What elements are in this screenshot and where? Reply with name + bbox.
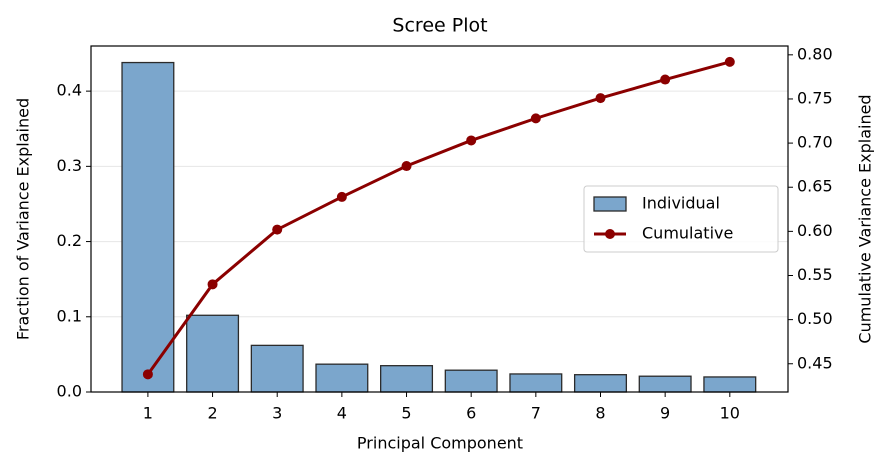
x-tick-label: 9 <box>660 404 670 423</box>
legend-label: Individual <box>642 194 720 213</box>
y2-tick-label: 0.60 <box>797 221 833 240</box>
y-tick-label: 0.2 <box>57 231 82 250</box>
legend-swatch <box>593 196 627 212</box>
y-tick-label: 0.3 <box>57 156 82 175</box>
x-tick-label: 1 <box>143 404 153 423</box>
point <box>336 191 347 202</box>
point <box>272 224 283 235</box>
x-tick-label: 10 <box>720 404 740 423</box>
bar <box>509 373 563 393</box>
bar <box>250 344 304 393</box>
bar <box>444 369 498 393</box>
bar <box>121 61 175 393</box>
chart-title: Scree Plot <box>392 15 487 37</box>
point <box>142 369 153 380</box>
line <box>146 60 731 376</box>
point <box>724 56 735 67</box>
bar <box>638 375 692 393</box>
x-tick-label: 7 <box>531 404 541 423</box>
plot-frame <box>90 45 789 393</box>
x-tick-label: 2 <box>207 404 217 423</box>
y2-axis-label: Cumulative Variance Explained <box>856 94 875 343</box>
point <box>595 93 606 104</box>
y2-tick-label: 0.55 <box>797 265 833 284</box>
bar <box>186 314 240 393</box>
bar <box>703 376 757 393</box>
y2-tick-label: 0.70 <box>797 133 833 152</box>
x-tick-label: 4 <box>337 404 347 423</box>
y-tick-label: 0.1 <box>57 306 82 325</box>
x-tick-label: 8 <box>595 404 605 423</box>
x-tick-label: 3 <box>272 404 282 423</box>
legend-box <box>583 185 779 253</box>
bar <box>573 374 628 393</box>
bar <box>315 363 369 393</box>
x-tick-label: 5 <box>401 404 411 423</box>
y2-tick-label: 0.50 <box>797 309 833 328</box>
y2-tick-label: 0.65 <box>797 177 833 196</box>
legend-marker <box>605 229 615 239</box>
point <box>401 161 412 172</box>
y-tick-label: 0.0 <box>57 382 82 401</box>
y2-tick-label: 0.45 <box>797 353 833 372</box>
x-tick-label: 6 <box>466 404 476 423</box>
point <box>207 279 218 290</box>
bar <box>380 365 434 393</box>
y2-tick-label: 0.75 <box>797 88 833 107</box>
legend-label: Cumulative <box>642 224 733 243</box>
point <box>530 113 541 124</box>
y2-tick-label: 0.80 <box>797 44 833 63</box>
point <box>466 135 477 146</box>
point <box>660 74 671 85</box>
x-axis-label: Principal Component <box>357 434 523 453</box>
y-axis-label: Fraction of Variance Explained <box>14 98 33 340</box>
y-tick-label: 0.4 <box>57 81 82 100</box>
